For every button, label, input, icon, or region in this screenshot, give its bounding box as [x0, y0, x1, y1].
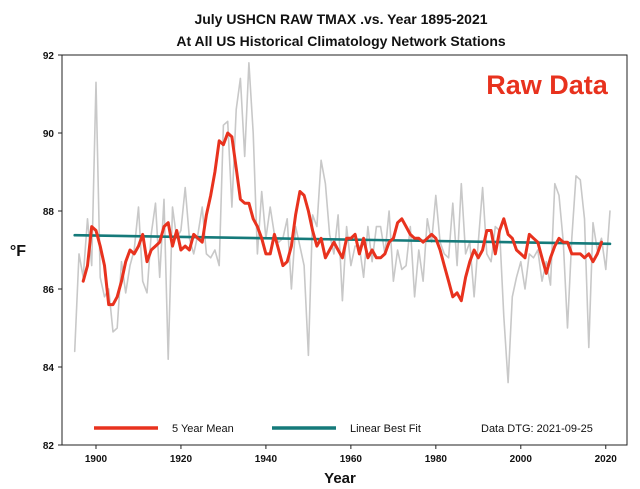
- legend-label-linear-best-fit: Linear Best Fit: [350, 423, 421, 435]
- x-tick-label: 1940: [255, 454, 278, 465]
- data-dtg-footnote: Data DTG: 2021-09-25: [481, 423, 593, 435]
- x-tick-label: 1900: [85, 454, 108, 465]
- y-axis-label: °F: [10, 243, 26, 260]
- y-tick-label: 84: [43, 363, 55, 374]
- x-tick-label: 2020: [595, 454, 618, 465]
- x-tick-label: 1920: [170, 454, 193, 465]
- x-tick-label: 2000: [510, 454, 533, 465]
- y-axis: 82 84 86 88 90 92: [43, 51, 62, 452]
- y-tick-label: 90: [43, 129, 55, 140]
- linear-best-fit-line: [73, 233, 612, 246]
- y-tick-label: 92: [43, 51, 55, 62]
- raw-data-annotation: Raw Data: [486, 70, 609, 100]
- x-tick-label: 1980: [425, 454, 448, 465]
- legend: 5 Year Mean Linear Best Fit Data DTG: 20…: [94, 423, 593, 435]
- x-axis-label: Year: [324, 470, 356, 487]
- five-year-mean-line: [81, 131, 603, 307]
- raw-annual-series-line: [73, 61, 611, 384]
- x-axis: 1900 1920 1940 1960 1980 2000 2020: [85, 445, 617, 465]
- y-tick-label: 86: [43, 285, 55, 296]
- chart-subtitle: At All US Historical Climatology Network…: [176, 33, 506, 49]
- series-layer: [73, 61, 612, 384]
- y-tick-label: 82: [43, 441, 55, 452]
- y-tick-label: 88: [43, 207, 55, 218]
- chart-title: July USHCN RAW TMAX .vs. Year 1895-2021: [194, 11, 487, 27]
- plot-frame: [61, 54, 628, 446]
- legend-label-5-year-mean: 5 Year Mean: [172, 423, 234, 435]
- x-tick-label: 1960: [340, 454, 363, 465]
